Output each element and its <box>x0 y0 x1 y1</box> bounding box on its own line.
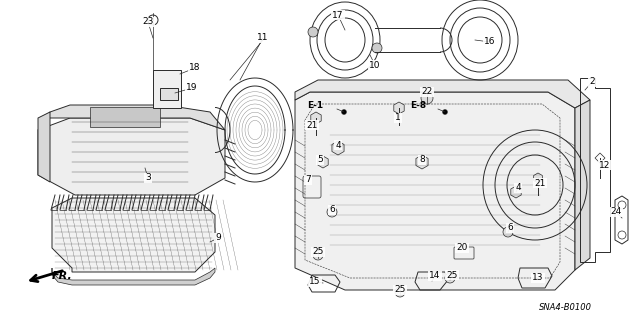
Text: 25: 25 <box>394 286 406 294</box>
Text: 2: 2 <box>589 78 595 86</box>
Text: 15: 15 <box>309 278 321 286</box>
Text: 11: 11 <box>257 33 269 42</box>
Text: E-1: E-1 <box>307 101 323 110</box>
Circle shape <box>342 109 346 115</box>
Circle shape <box>421 92 433 104</box>
Text: 21: 21 <box>534 179 546 188</box>
Text: 1: 1 <box>395 114 401 122</box>
Text: 5: 5 <box>317 155 323 165</box>
Text: 14: 14 <box>429 271 441 280</box>
Text: E-8: E-8 <box>410 101 426 110</box>
Text: 9: 9 <box>215 234 221 242</box>
Text: 13: 13 <box>532 273 544 283</box>
Text: 20: 20 <box>456 243 468 253</box>
Text: 22: 22 <box>421 87 433 97</box>
Circle shape <box>308 27 318 37</box>
Polygon shape <box>52 268 215 285</box>
Bar <box>90 107 160 127</box>
Circle shape <box>313 250 323 260</box>
Text: 10: 10 <box>369 61 381 70</box>
Text: 24: 24 <box>611 207 621 217</box>
Circle shape <box>503 227 513 237</box>
Circle shape <box>442 109 447 115</box>
Text: 4: 4 <box>515 183 521 192</box>
Circle shape <box>327 207 337 217</box>
Text: 6: 6 <box>507 224 513 233</box>
Text: 12: 12 <box>599 160 611 169</box>
Text: 8: 8 <box>419 155 425 165</box>
Polygon shape <box>52 198 215 272</box>
Text: 4: 4 <box>335 140 341 150</box>
Text: 16: 16 <box>484 38 496 47</box>
Polygon shape <box>295 80 590 108</box>
Text: 3: 3 <box>145 174 151 182</box>
Text: 25: 25 <box>312 248 324 256</box>
Text: 18: 18 <box>189 63 201 72</box>
Text: 25: 25 <box>446 271 458 279</box>
Polygon shape <box>38 118 225 195</box>
Text: 23: 23 <box>142 18 154 26</box>
Polygon shape <box>38 112 50 182</box>
Bar <box>153 70 181 108</box>
Polygon shape <box>38 105 225 130</box>
Text: SNA4-B0100: SNA4-B0100 <box>538 303 591 313</box>
Text: 6: 6 <box>329 205 335 214</box>
Circle shape <box>445 273 455 283</box>
Polygon shape <box>575 100 590 270</box>
Text: 21: 21 <box>307 121 317 130</box>
Circle shape <box>372 43 382 53</box>
Bar <box>160 88 178 100</box>
Text: 19: 19 <box>186 84 198 93</box>
Polygon shape <box>295 92 575 290</box>
Text: 17: 17 <box>332 11 344 19</box>
Text: FR.: FR. <box>52 271 73 281</box>
Text: 7: 7 <box>305 175 311 184</box>
Circle shape <box>395 287 405 297</box>
